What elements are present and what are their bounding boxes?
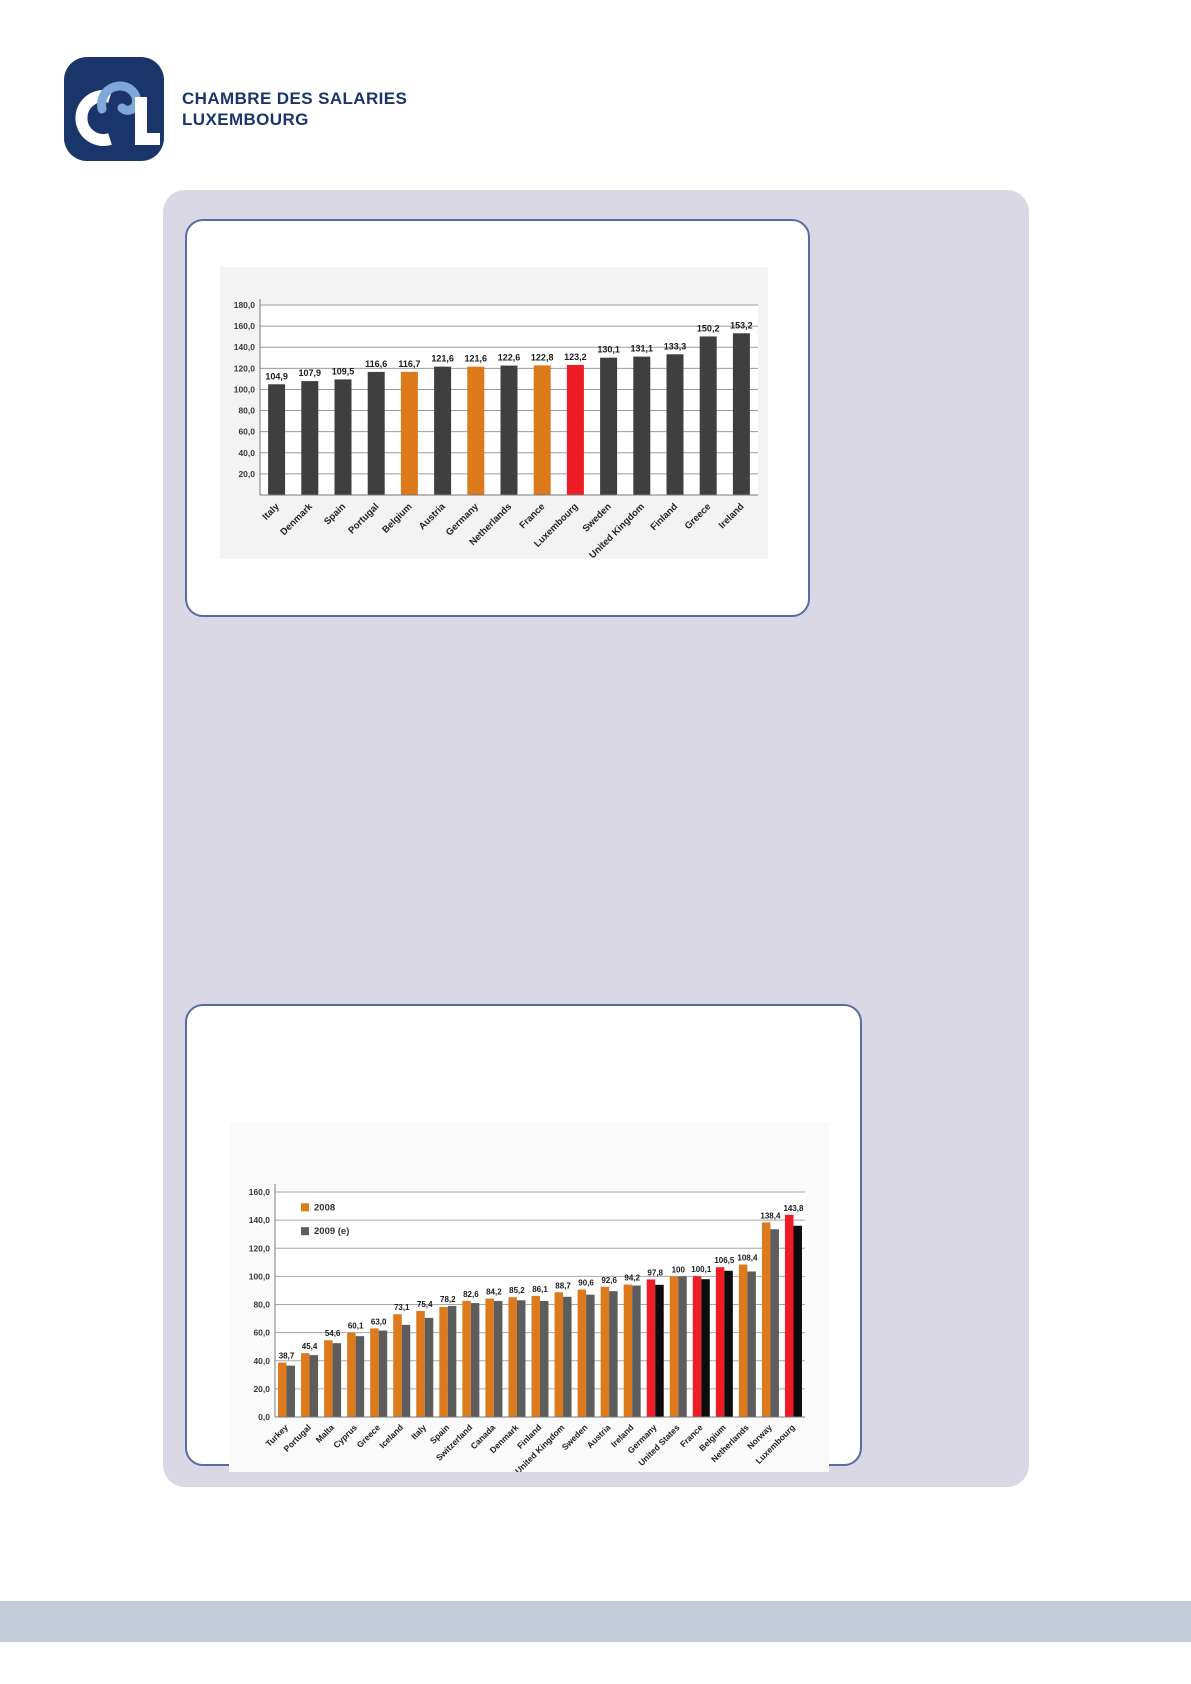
svg-text:140,0: 140,0 — [234, 342, 256, 352]
svg-text:38,7: 38,7 — [279, 1352, 295, 1361]
svg-text:109,5: 109,5 — [332, 366, 355, 376]
org-name-line1: CHAMBRE DES SALARIES — [182, 89, 408, 108]
svg-text:121,6: 121,6 — [465, 354, 488, 364]
csl-logo: CHAMBRE DES SALARIES LUXEMBOURG — [62, 55, 407, 163]
svg-text:73,1: 73,1 — [394, 1303, 410, 1312]
eu15-index-chart: 180,0 160,0 140,0 120,0 100,0 80,0 60,0 40,0 20,… — [220, 267, 768, 559]
svg-text:40,0: 40,0 — [238, 448, 255, 458]
svg-text:122,8: 122,8 — [531, 352, 554, 362]
svg-text:78,2: 78,2 — [440, 1295, 456, 1304]
svg-text:143,8: 143,8 — [783, 1204, 804, 1213]
svg-text:150,2: 150,2 — [697, 323, 720, 333]
svg-text:131,1: 131,1 — [631, 344, 654, 354]
svg-text:116,6: 116,6 — [365, 359, 387, 369]
price-index-chart-card: 180,0 160,0 140,0 120,0 100,0 80,0 60,0 40,0 20,… — [185, 219, 810, 617]
org-name-line2: LUXEMBOURG — [182, 110, 309, 129]
productivity-chart-card: 160,0 140,0 120,0 100,0 80,0 60,0 40,0 20,0 0,0 3… — [185, 1004, 862, 1472]
svg-text:100: 100 — [672, 1265, 686, 1274]
svg-text:140,0: 140,0 — [249, 1215, 271, 1225]
svg-text:160,0: 160,0 — [249, 1187, 271, 1197]
svg-text:121,6: 121,6 — [431, 354, 454, 364]
svg-text:123,2: 123,2 — [564, 352, 587, 362]
svg-text:180,0: 180,0 — [234, 300, 256, 310]
svg-text:75,4: 75,4 — [417, 1300, 433, 1309]
org-name: CHAMBRE DES SALARIES LUXEMBOURG — [182, 88, 407, 130]
footer-band — [0, 1601, 1191, 1642]
svg-text:40,0: 40,0 — [253, 1356, 270, 1366]
svg-text:2008: 2008 — [314, 1202, 335, 1213]
svg-text:108,4: 108,4 — [737, 1254, 758, 1263]
svg-text:80,0: 80,0 — [253, 1300, 270, 1310]
svg-text:54,6: 54,6 — [325, 1329, 341, 1338]
svg-text:100,1: 100,1 — [691, 1265, 712, 1274]
svg-text:138,4: 138,4 — [760, 1211, 781, 1220]
svg-text:133,3: 133,3 — [664, 341, 687, 351]
svg-text:100,0: 100,0 — [249, 1271, 271, 1281]
svg-text:0,0: 0,0 — [258, 1412, 270, 1422]
svg-text:20,0: 20,0 — [253, 1384, 270, 1394]
svg-text:20,0: 20,0 — [238, 469, 255, 479]
svg-text:45,4: 45,4 — [302, 1342, 318, 1351]
svg-text:120,0: 120,0 — [249, 1243, 271, 1253]
svg-text:160,0: 160,0 — [234, 321, 256, 331]
svg-text:2009 (e): 2009 (e) — [314, 1226, 349, 1237]
svg-text:86,1: 86,1 — [532, 1285, 548, 1294]
svg-text:97,8: 97,8 — [647, 1268, 663, 1277]
svg-text:60,0: 60,0 — [238, 427, 255, 437]
svg-text:106,5: 106,5 — [714, 1256, 735, 1265]
svg-text:63,0: 63,0 — [371, 1317, 387, 1326]
svg-text:60,1: 60,1 — [348, 1321, 364, 1330]
svg-text:94,2: 94,2 — [624, 1274, 640, 1283]
svg-text:85,2: 85,2 — [509, 1286, 525, 1295]
svg-text:122,6: 122,6 — [498, 353, 521, 363]
svg-text:107,9: 107,9 — [299, 368, 322, 378]
svg-text:104,9: 104,9 — [265, 371, 288, 381]
svg-text:84,2: 84,2 — [486, 1288, 502, 1297]
productivity-comparison-chart: 160,0 140,0 120,0 100,0 80,0 60,0 40,0 20,0 0,0 3… — [229, 1122, 829, 1472]
svg-text:90,6: 90,6 — [578, 1279, 594, 1288]
svg-text:120,0: 120,0 — [234, 363, 256, 373]
svg-text:80,0: 80,0 — [238, 406, 255, 416]
svg-text:88,7: 88,7 — [555, 1281, 571, 1290]
svg-text:82,6: 82,6 — [463, 1290, 479, 1299]
svg-text:100,0: 100,0 — [234, 384, 256, 394]
svg-text:130,1: 130,1 — [597, 345, 620, 355]
svg-text:60,0: 60,0 — [253, 1328, 270, 1338]
svg-text:153,2: 153,2 — [730, 320, 753, 330]
svg-text:116,7: 116,7 — [398, 359, 420, 369]
svg-text:92,6: 92,6 — [601, 1276, 617, 1285]
csl-logo-icon — [64, 57, 164, 161]
